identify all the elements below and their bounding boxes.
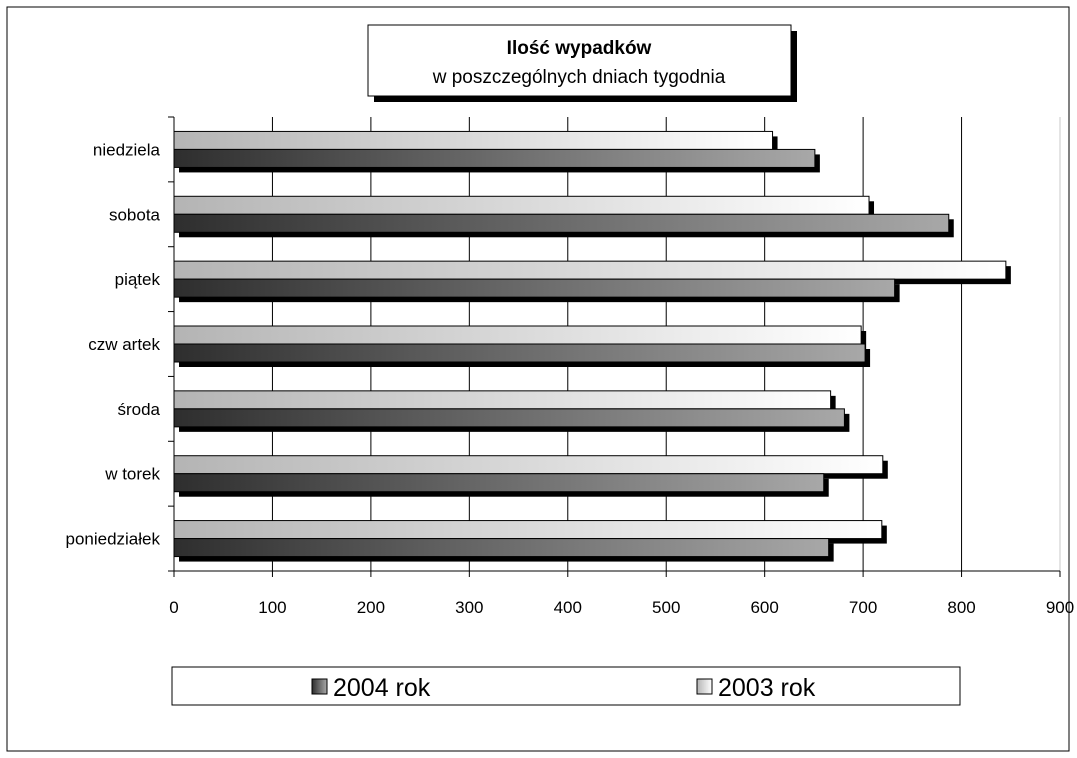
chart-title: Ilość wypadków xyxy=(507,38,652,59)
chart-border xyxy=(6,6,1070,752)
x-tick-label-900: 900 xyxy=(1046,598,1074,617)
title-box: Ilość wypadków w poszczególnych dniach t… xyxy=(367,24,797,102)
bar-2003-1 xyxy=(173,455,884,475)
legend-swatch-2004 xyxy=(311,678,328,695)
y-tick-label-3: czw artek xyxy=(88,335,160,354)
bar-2003-4 xyxy=(173,260,1007,280)
axes: 0 100 200 300 400 500 600 700 800 900 poniedziałek… xyxy=(65,116,1074,617)
x-tick-label-800: 800 xyxy=(947,598,975,617)
bar-2004-2 xyxy=(173,408,845,428)
bars xyxy=(173,130,1011,562)
legend-swatch-2003 xyxy=(696,678,713,695)
x-tick-label-600: 600 xyxy=(750,598,778,617)
x-tick-label-400: 400 xyxy=(554,598,582,617)
x-tick-label-700: 700 xyxy=(849,598,877,617)
bar-2004-5 xyxy=(173,213,950,233)
bar-2003-2 xyxy=(173,390,832,410)
x-tick-label-0: 0 xyxy=(169,598,178,617)
legend-label-2003: 2003 rok xyxy=(718,674,816,702)
bar-2004-3 xyxy=(173,343,866,363)
chart-subtitle: w poszczególnych dniach tygodnia xyxy=(432,67,726,88)
bar-2004-0 xyxy=(173,538,830,558)
bar-2003-6 xyxy=(173,130,774,150)
x-tick-label-300: 300 xyxy=(455,598,483,617)
legend: 2004 rok 2003 rok xyxy=(171,666,961,706)
x-tick-label-500: 500 xyxy=(652,598,680,617)
y-tick-label-4: piątek xyxy=(115,270,161,289)
bar-2003-0 xyxy=(173,520,883,540)
title-box-frame xyxy=(367,24,792,97)
x-tick-label-200: 200 xyxy=(357,598,385,617)
legend-label-2004: 2004 rok xyxy=(333,674,431,702)
bar-2004-4 xyxy=(173,278,896,298)
y-tick-label-6: niedziela xyxy=(93,140,161,159)
y-tick-label-0: poniedziałek xyxy=(65,530,160,549)
y-tick-label-5: sobota xyxy=(109,205,161,224)
bar-2003-5 xyxy=(173,195,870,215)
y-tick-label-2: środa xyxy=(117,400,160,419)
x-tick-label-100: 100 xyxy=(258,598,286,617)
bar-2004-1 xyxy=(173,473,825,493)
bar-2003-3 xyxy=(173,325,862,345)
y-tick-label-1: w torek xyxy=(104,465,160,484)
legend-box xyxy=(171,666,961,706)
bar-2004-6 xyxy=(173,148,816,168)
